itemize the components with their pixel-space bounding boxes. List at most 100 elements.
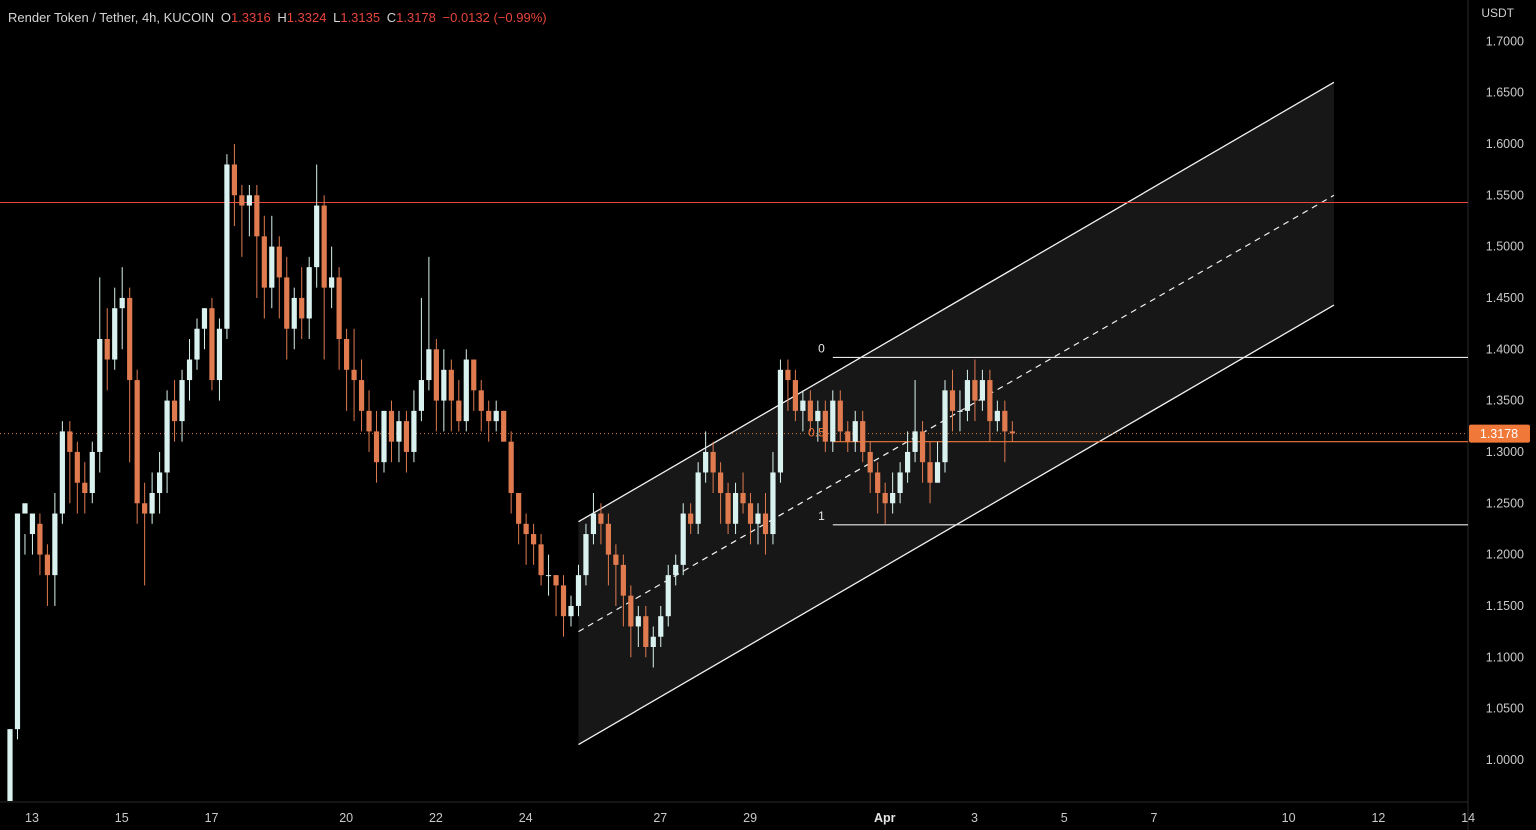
candle-body xyxy=(104,339,110,360)
candle-body xyxy=(919,431,926,463)
candle-body xyxy=(246,195,252,206)
price-tick-label: 1.0500 xyxy=(1486,702,1524,716)
candle-body xyxy=(964,380,971,411)
time-tick-label: 29 xyxy=(743,811,757,825)
candle-body xyxy=(740,493,746,504)
candle-body xyxy=(658,616,664,637)
candle-body xyxy=(471,359,477,391)
fib-level-label: 1 xyxy=(818,509,825,523)
candle-body xyxy=(755,513,761,524)
candle-body xyxy=(762,513,769,535)
time-tick-label: 10 xyxy=(1282,811,1296,825)
candle-body xyxy=(792,380,798,411)
last-price-badge-text: 1.3178 xyxy=(1480,427,1518,441)
candle-body xyxy=(261,236,267,288)
low-label: L xyxy=(333,10,341,25)
candle-body xyxy=(194,328,200,360)
candle-body xyxy=(942,390,948,463)
candle-body xyxy=(949,390,956,411)
candle-body xyxy=(22,503,28,514)
candle-body xyxy=(441,369,447,401)
open-label: O xyxy=(220,10,231,25)
candle-body xyxy=(800,400,806,411)
price-tick-label: 1.6000 xyxy=(1486,137,1524,151)
candle-body xyxy=(875,472,881,493)
candle-body xyxy=(598,513,604,524)
time-tick-label: 22 xyxy=(429,811,443,825)
candle-body xyxy=(373,431,380,463)
price-tick-label: 1.4500 xyxy=(1486,291,1524,305)
candle-body xyxy=(882,493,888,504)
price-tick-label: 1.2500 xyxy=(1486,496,1524,510)
candle-body xyxy=(927,462,933,483)
candle-body xyxy=(845,431,851,442)
channel-fill xyxy=(578,82,1334,745)
candle-body xyxy=(590,513,597,535)
candle-body xyxy=(201,308,208,329)
candle-body xyxy=(112,308,118,360)
candle-body xyxy=(358,380,365,411)
price-tick-label: 1.4000 xyxy=(1486,342,1524,356)
channel-upper-line xyxy=(578,81,1335,523)
candle-body xyxy=(276,246,282,278)
candle-body xyxy=(14,513,21,730)
candle-body xyxy=(59,431,65,514)
candle-body xyxy=(815,410,821,422)
candle-body xyxy=(575,575,582,606)
candle-body xyxy=(583,534,589,576)
candle-body xyxy=(890,493,896,504)
candle-body xyxy=(605,523,611,555)
candle-body xyxy=(142,503,148,514)
candle-body xyxy=(134,380,140,504)
candle-body xyxy=(650,636,656,647)
price-tick-label: 1.0000 xyxy=(1486,753,1524,767)
candle-body xyxy=(299,297,305,319)
price-tick-label: 1.3000 xyxy=(1486,445,1524,459)
candle-body xyxy=(1009,431,1015,434)
price-tick-label: 1.1000 xyxy=(1486,650,1524,664)
candle-body xyxy=(553,575,559,586)
close-value: 1.3178 xyxy=(396,10,436,25)
candle-body xyxy=(396,421,402,442)
candle-body xyxy=(366,410,372,432)
candle-body xyxy=(82,482,88,493)
candle-body xyxy=(560,585,567,617)
candle-body xyxy=(613,554,619,565)
candle-body xyxy=(665,575,671,617)
time-tick-label: Apr xyxy=(874,811,896,825)
time-tick-label: 15 xyxy=(115,811,129,825)
candle-body xyxy=(912,431,918,452)
candle-body xyxy=(523,523,529,535)
price-unit-label: USDT xyxy=(1481,6,1514,20)
candle-body xyxy=(994,410,1000,422)
channel-median-line xyxy=(578,194,1335,633)
time-tick-label: 27 xyxy=(653,811,667,825)
last-price-badge xyxy=(1469,424,1530,443)
candle-body xyxy=(381,410,387,463)
fib-level-label: 0 xyxy=(818,341,825,355)
high-label: H xyxy=(277,10,287,25)
candle-body xyxy=(501,410,507,442)
candle-body xyxy=(7,729,13,801)
candle-body xyxy=(732,493,739,524)
candle-body xyxy=(710,451,716,473)
candle-body xyxy=(149,493,155,514)
candle-body xyxy=(867,451,873,473)
candle-body xyxy=(329,277,335,288)
candle-body xyxy=(718,472,724,493)
candle-body xyxy=(516,493,522,524)
candle-body xyxy=(897,472,903,493)
price-tick-label: 1.1500 xyxy=(1486,599,1524,613)
candle-body xyxy=(291,297,297,329)
candle-body xyxy=(209,308,215,381)
chart-header-legend: Render Token / Tether, 4h, KUCOIN O1.331… xyxy=(8,10,550,25)
time-tick-label: 20 xyxy=(339,811,353,825)
candle-body xyxy=(531,534,537,545)
candle-body xyxy=(239,195,245,206)
price-tick-label: 1.2000 xyxy=(1486,548,1524,562)
price-tick-label: 1.5500 xyxy=(1486,188,1524,202)
candle-body xyxy=(538,544,544,576)
candle-body xyxy=(905,451,911,473)
candle-body xyxy=(351,369,357,381)
